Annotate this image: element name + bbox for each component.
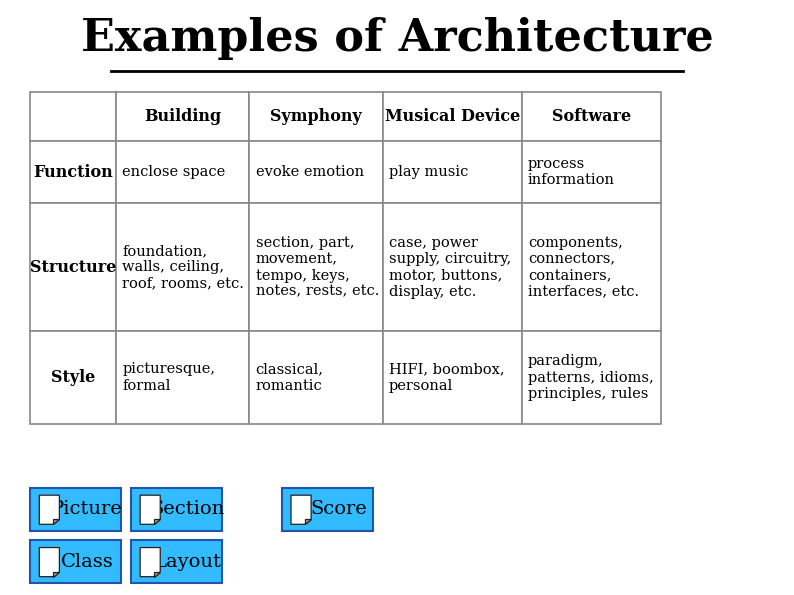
Text: Layout: Layout xyxy=(154,553,222,571)
Bar xyxy=(383,141,522,203)
Bar xyxy=(522,331,661,424)
Polygon shape xyxy=(141,547,160,577)
Text: Examples of Architecture: Examples of Architecture xyxy=(81,17,713,60)
Bar xyxy=(383,92,522,141)
Polygon shape xyxy=(53,519,60,524)
Text: Style: Style xyxy=(51,369,95,386)
Polygon shape xyxy=(154,519,160,524)
Polygon shape xyxy=(305,519,311,524)
Polygon shape xyxy=(154,572,160,577)
Bar xyxy=(30,331,116,424)
Polygon shape xyxy=(291,495,311,524)
Bar xyxy=(30,540,121,583)
Bar xyxy=(282,488,373,531)
Bar xyxy=(522,141,661,203)
Text: components,
connectors,
containers,
interfaces, etc.: components, connectors, containers, inte… xyxy=(528,236,639,299)
Text: HIFI, boombox,
personal: HIFI, boombox, personal xyxy=(389,362,505,393)
Polygon shape xyxy=(40,495,60,524)
Text: enclose space: enclose space xyxy=(122,165,225,179)
Bar xyxy=(30,92,116,141)
Bar xyxy=(30,203,116,331)
Text: Section: Section xyxy=(151,500,225,518)
Bar xyxy=(131,488,222,531)
Text: foundation,
walls, ceiling,
roof, rooms, etc.: foundation, walls, ceiling, roof, rooms,… xyxy=(122,245,244,290)
Bar xyxy=(522,92,661,141)
Bar xyxy=(249,141,383,203)
Text: Musical Device: Musical Device xyxy=(384,108,520,125)
Text: play music: play music xyxy=(389,165,468,179)
Text: paradigm,
patterns, idioms,
principles, rules: paradigm, patterns, idioms, principles, … xyxy=(528,355,653,400)
Bar xyxy=(383,203,522,331)
Bar xyxy=(116,331,249,424)
Text: section, part,
movement,
tempo, keys,
notes, rests, etc.: section, part, movement, tempo, keys, no… xyxy=(256,236,379,299)
Bar xyxy=(383,331,522,424)
Text: Class: Class xyxy=(60,553,114,571)
Polygon shape xyxy=(141,495,160,524)
Text: Structure: Structure xyxy=(30,259,116,276)
Bar xyxy=(249,331,383,424)
Text: Picture: Picture xyxy=(51,500,122,518)
Text: Software: Software xyxy=(552,108,630,125)
Bar xyxy=(131,540,222,583)
Bar xyxy=(116,141,249,203)
Bar xyxy=(116,203,249,331)
Text: Score: Score xyxy=(310,500,367,518)
Text: picturesque,
formal: picturesque, formal xyxy=(122,362,215,393)
Bar xyxy=(249,92,383,141)
Text: process
information: process information xyxy=(528,157,615,187)
Bar xyxy=(30,141,116,203)
Polygon shape xyxy=(53,572,60,577)
Text: evoke emotion: evoke emotion xyxy=(256,165,364,179)
Bar xyxy=(249,203,383,331)
Polygon shape xyxy=(40,547,60,577)
Bar xyxy=(522,203,661,331)
Text: classical,
romantic: classical, romantic xyxy=(256,362,324,393)
Text: Symphony: Symphony xyxy=(270,108,362,125)
Text: Function: Function xyxy=(33,164,113,181)
Bar xyxy=(30,488,121,531)
Text: case, power
supply, circuitry,
motor, buttons,
display, etc.: case, power supply, circuitry, motor, bu… xyxy=(389,236,511,299)
Bar xyxy=(116,92,249,141)
Text: Building: Building xyxy=(144,108,222,125)
